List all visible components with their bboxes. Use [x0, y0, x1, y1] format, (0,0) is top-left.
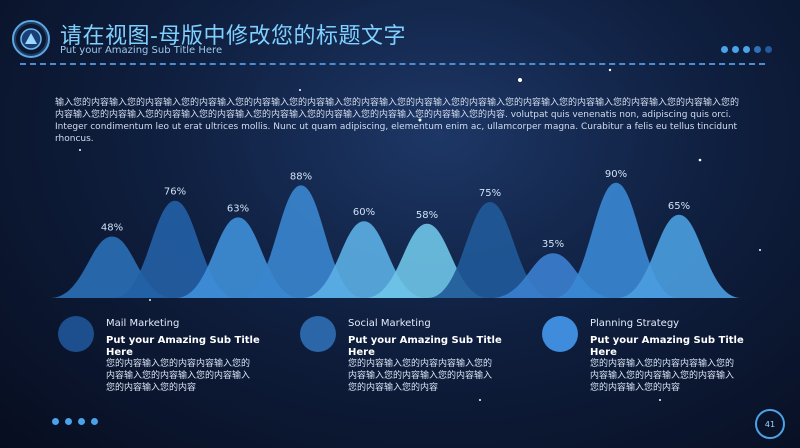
feature-body: 您的内容输入您的内容内容输入您的内容输入您的内容输入您的内容输入您的内容输入您的…	[348, 359, 493, 393]
divider-dots	[721, 46, 772, 53]
feature-subtitle: Put your Amazing Sub Title Here	[590, 335, 744, 358]
feature-planning-strategy: Planning Strategy Put your Amazing Sub T…	[542, 312, 762, 412]
feature-body: 您的内容输入您的内容内容输入您的内容输入您的内容输入您的内容输入您的内容输入您的…	[106, 359, 251, 393]
header-divider	[20, 63, 765, 65]
wave-value-label: 76%	[164, 187, 186, 198]
wave-value-label: 58%	[416, 210, 438, 221]
wave-value-label: 90%	[605, 169, 627, 180]
feature-label: Mail Marketing	[106, 318, 180, 329]
logo-icon	[12, 20, 50, 58]
wave-peak	[239, 185, 363, 298]
wave-value-label: 75%	[479, 188, 501, 199]
wave-value-label: 65%	[668, 201, 690, 212]
wave-value-label: 63%	[227, 203, 249, 214]
feature-circle	[300, 316, 336, 352]
feature-social-marketing: Social Marketing Put your Amazing Sub Ti…	[300, 312, 520, 412]
wave-value-label: 35%	[542, 239, 564, 250]
wave-value-label: 48%	[101, 223, 123, 234]
feature-body: 您的内容输入您的内容内容输入您的内容输入您的内容输入您的内容输入您的内容输入您的…	[590, 359, 735, 393]
feature-label: Planning Strategy	[590, 318, 680, 329]
feature-mail-marketing: Mail Marketing Put your Amazing Sub Titl…	[58, 312, 278, 412]
feature-subtitle: Put your Amazing Sub Title Here	[106, 335, 260, 358]
feature-circle	[542, 316, 578, 352]
page-number: 41	[755, 409, 785, 439]
wave-value-label: 88%	[290, 171, 312, 182]
body-paragraph: 输入您的内容输入您的内容输入您的内容输入您的内容输入您的内容输入您的内容输入您的…	[55, 98, 740, 144]
wave-peak	[617, 214, 741, 298]
wave-value-label: 60%	[353, 207, 375, 218]
page-subtitle: Put your Amazing Sub Title Here	[60, 45, 223, 56]
feature-label: Social Marketing	[348, 318, 431, 329]
footer-dots	[52, 418, 98, 425]
feature-circle	[58, 316, 94, 352]
wave-chart: 48% 76% 63% 88% 60% 58% 75% 35% 90% 65%	[50, 169, 741, 298]
page-title: 请在视图-母版中修改您的标题文字	[60, 24, 406, 49]
wave-peak	[554, 182, 678, 298]
feature-subtitle: Put your Amazing Sub Title Here	[348, 335, 502, 358]
wave-peak	[428, 202, 552, 298]
